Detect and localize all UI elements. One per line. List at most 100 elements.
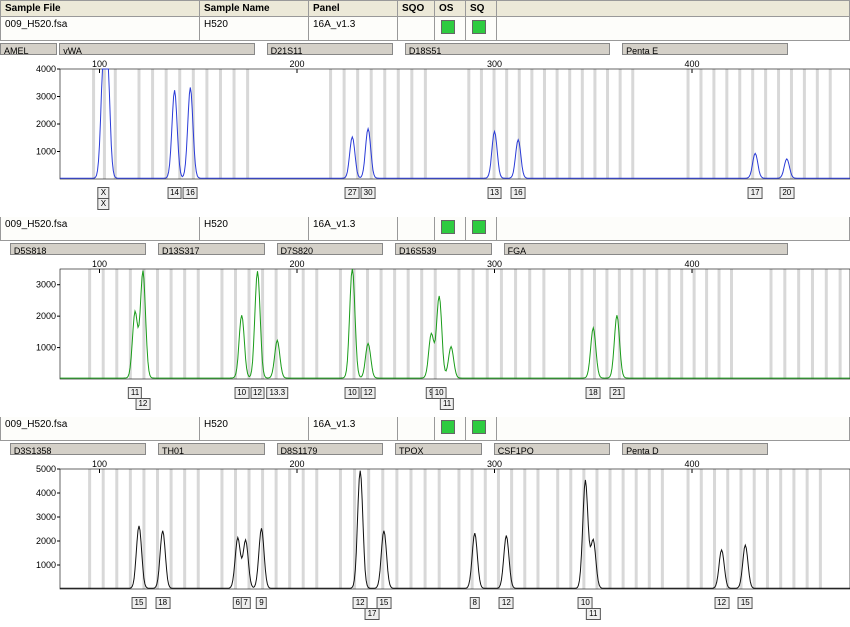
chart-area: 100200300400100020003000 <box>20 257 840 387</box>
allele-call[interactable]: 7 <box>240 597 250 609</box>
allele-call[interactable]: 14 <box>167 187 182 199</box>
sample-name: H520 <box>200 217 309 240</box>
locus-d7s820[interactable]: D7S820 <box>277 243 384 255</box>
sq-indicator <box>466 217 497 240</box>
allele-call[interactable]: 17 <box>748 187 763 199</box>
svg-text:2000: 2000 <box>36 119 56 129</box>
svg-text:200: 200 <box>289 459 304 469</box>
locus-penta d[interactable]: Penta D <box>622 443 768 455</box>
electropherogram-chart: 1002003004001000200030004000 <box>20 57 850 187</box>
allele-call[interactable]: 16 <box>183 187 198 199</box>
allele-call[interactable]: 16 <box>511 187 526 199</box>
sq-indicator <box>466 417 497 440</box>
header-col-panel[interactable]: Panel <box>309 1 398 16</box>
allele-call[interactable]: 30 <box>361 187 376 199</box>
locus-d13s317[interactable]: D13S317 <box>158 243 265 255</box>
panel-2: 009_H520.fsaH52016A_v1.3D3S1358TH01D8S11… <box>0 417 850 619</box>
svg-text:1000: 1000 <box>36 560 56 570</box>
status-box-icon <box>441 20 455 34</box>
locus-d18s51[interactable]: D18S51 <box>405 43 610 55</box>
allele-row: 151867912151781210111215 <box>60 597 850 619</box>
sq-indicator <box>466 17 497 40</box>
svg-text:100: 100 <box>92 459 107 469</box>
svg-text:1000: 1000 <box>36 343 56 353</box>
allele-call[interactable]: 12 <box>250 387 265 399</box>
allele-call[interactable]: 12 <box>714 597 729 609</box>
panel-name: 16A_v1.3 <box>309 217 398 240</box>
status-box-icon <box>472 220 486 234</box>
status-box-icon <box>441 220 455 234</box>
locus-d8s1179[interactable]: D8S1179 <box>277 443 384 455</box>
svg-text:2000: 2000 <box>36 311 56 321</box>
header-col-sqo[interactable]: SQO <box>398 1 435 16</box>
info-row: 009_H520.fsaH52016A_v1.3 <box>0 17 850 41</box>
svg-text:200: 200 <box>289 59 304 69</box>
os-indicator <box>435 417 466 440</box>
allele-call[interactable]: 18 <box>155 597 170 609</box>
svg-text:4000: 4000 <box>36 488 56 498</box>
allele-call[interactable]: 12 <box>135 398 150 410</box>
allele-row: 1112101213.31012910111821 <box>60 387 850 409</box>
allele-call[interactable]: 10 <box>234 387 249 399</box>
status-box-icon <box>441 420 455 434</box>
panel-name: 16A_v1.3 <box>309 417 398 440</box>
svg-text:2000: 2000 <box>36 536 56 546</box>
header-col-os[interactable]: OS <box>435 1 466 16</box>
locus-tpox[interactable]: TPOX <box>395 443 482 455</box>
allele-call[interactable]: 12 <box>361 387 376 399</box>
allele-call[interactable]: 11 <box>440 398 454 410</box>
panel-0: 009_H520.fsaH52016A_v1.3 AMELvWA D21S11 D18… <box>0 17 850 209</box>
locus-penta e[interactable]: Penta E <box>622 43 788 55</box>
allele-call[interactable]: 27 <box>345 187 360 199</box>
allele-call[interactable]: 20 <box>779 187 794 199</box>
status-box-icon <box>472 20 486 34</box>
svg-text:200: 200 <box>289 259 304 269</box>
locus-d16s539[interactable]: D16S539 <box>395 243 492 255</box>
info-row: 009_H520.fsaH52016A_v1.3 <box>0 217 850 241</box>
locus-th01[interactable]: TH01 <box>158 443 265 455</box>
allele-call[interactable]: 15 <box>738 597 753 609</box>
locus-d21s11[interactable]: D21S11 <box>267 43 393 55</box>
sample-file: 009_H520.fsa <box>1 17 200 40</box>
allele-call[interactable]: 8 <box>470 597 480 609</box>
sqo-cell <box>398 217 435 240</box>
sample-file: 009_H520.fsa <box>1 217 200 240</box>
sample-file: 009_H520.fsa <box>1 417 200 440</box>
svg-text:100: 100 <box>92 259 107 269</box>
locus-d3s1358[interactable]: D3S1358 <box>10 443 146 455</box>
allele-call[interactable]: 21 <box>609 387 624 399</box>
os-indicator <box>435 217 466 240</box>
electropherogram-chart: 100200300400100020003000 <box>20 257 850 387</box>
allele-call[interactable]: 13 <box>487 187 502 199</box>
header-row: Sample FileSample NamePanelSQOOSSQ <box>0 0 850 17</box>
locus-d5s818[interactable]: D5S818 <box>10 243 146 255</box>
svg-text:300: 300 <box>487 259 502 269</box>
allele-call[interactable]: 11 <box>586 608 600 620</box>
locus-vwa[interactable]: vWA <box>59 43 255 55</box>
electropherogram-chart: 10020030040010002000300040005000 <box>20 457 850 597</box>
locus-row: D3S1358 TH01 D8S1179 TPOX CSF1PO Penta D <box>0 443 850 457</box>
locus-fga[interactable]: FGA <box>504 243 788 255</box>
locus-csf1po[interactable]: CSF1PO <box>494 443 611 455</box>
locus-row: D5S818 D13S317 D7S820 D16S539 FGA <box>0 243 850 257</box>
allele-call[interactable]: X <box>98 198 109 210</box>
header-col-sample-file[interactable]: Sample File <box>1 1 200 16</box>
sqo-cell <box>398 417 435 440</box>
allele-call[interactable]: 10 <box>345 387 360 399</box>
svg-text:400: 400 <box>684 259 699 269</box>
allele-call[interactable]: 17 <box>365 608 380 620</box>
allele-call[interactable]: 15 <box>132 597 147 609</box>
svg-text:300: 300 <box>487 459 502 469</box>
locus-amel[interactable]: AMEL <box>0 43 57 55</box>
trace-line <box>60 471 850 589</box>
allele-call[interactable]: 18 <box>586 387 601 399</box>
chart-area: 1002003004001000200030004000 <box>20 57 840 187</box>
header-col-sample-name[interactable]: Sample Name <box>200 1 309 16</box>
svg-text:400: 400 <box>684 459 699 469</box>
panel-name: 16A_v1.3 <box>309 17 398 40</box>
header-col-sq[interactable]: SQ <box>466 1 497 16</box>
sqo-cell <box>398 17 435 40</box>
allele-call[interactable]: 12 <box>499 597 514 609</box>
allele-call[interactable]: 13.3 <box>266 387 288 399</box>
allele-call[interactable]: 9 <box>256 597 266 609</box>
